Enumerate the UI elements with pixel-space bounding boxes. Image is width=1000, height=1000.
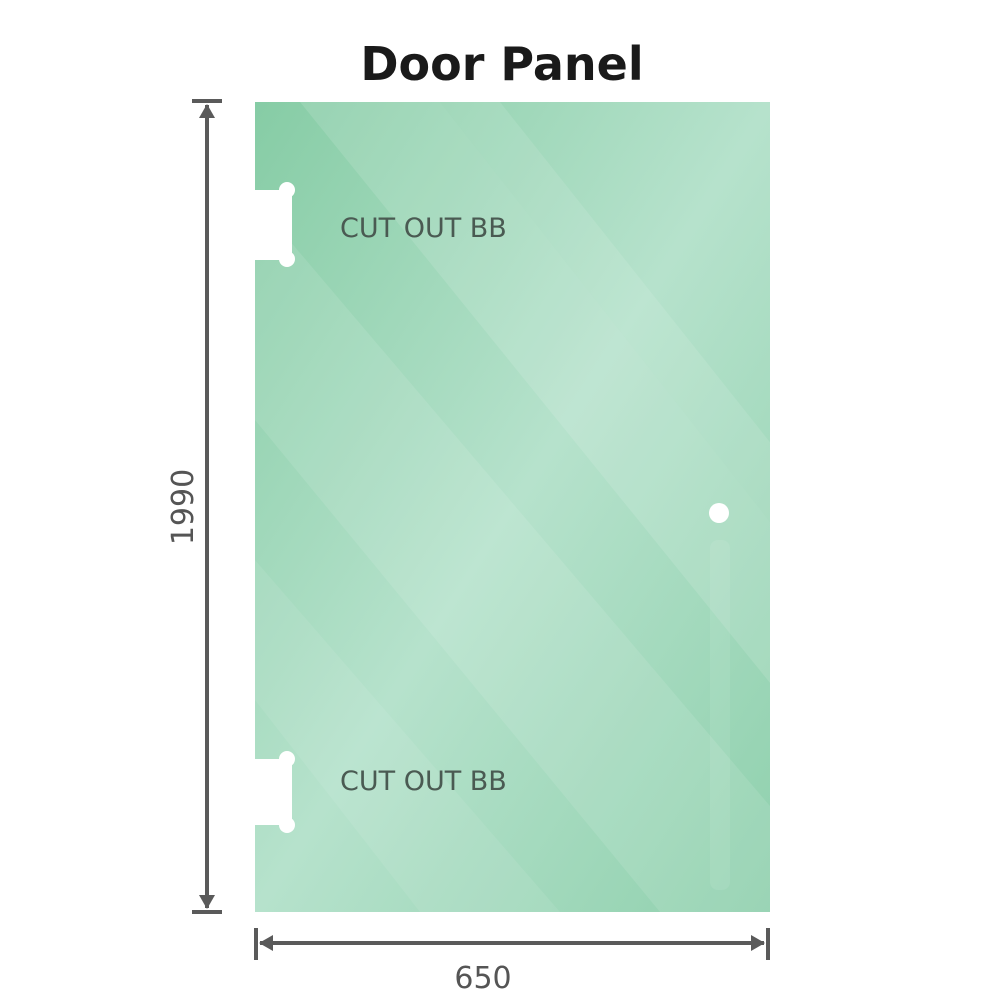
height-dimension-label: 1990 (166, 469, 201, 545)
cutout-bottom-label: CUT OUT BB (340, 766, 507, 797)
width-dimension-label: 650 (454, 961, 511, 996)
glass-panel (255, 102, 770, 912)
height-dimension-line (192, 99, 222, 914)
width-dimension-line (254, 928, 770, 960)
cutout-top-label: CUT OUT BB (340, 213, 507, 244)
cutout-top (250, 182, 295, 267)
diagram-title: Door Panel (360, 37, 643, 91)
handle-hole (709, 503, 729, 523)
cutout-bottom (250, 751, 295, 833)
